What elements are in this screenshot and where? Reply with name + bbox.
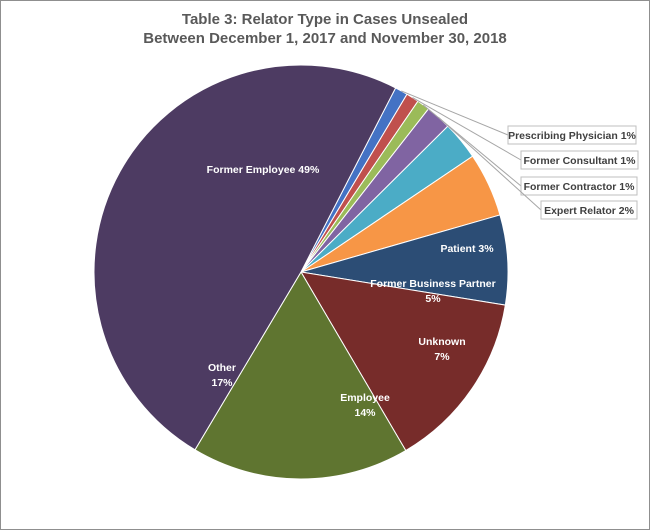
chart-subtitle: Between December 1, 2017 and November 30… xyxy=(143,30,507,47)
slice-label-patient: Patient 3% xyxy=(440,243,494,255)
callout-box-former-contractor xyxy=(520,176,638,196)
slice-label-employee: Employee 14% xyxy=(340,392,390,419)
slice-label-former-consultant: Former Consultant 1% xyxy=(523,155,636,167)
pie-slice-former-employee xyxy=(93,64,397,451)
callout-box-prescribing-physician xyxy=(507,125,637,145)
callout-box-former-consultant xyxy=(520,150,639,170)
slice-label-expert-relator: Expert Relator 2% xyxy=(544,205,635,217)
leader-line-prescribing-physician xyxy=(401,90,509,136)
leader-line-former-consultant xyxy=(412,97,522,161)
slice-label-unknown: Unknown 7% xyxy=(418,336,465,363)
slice-label-other: Other 17% xyxy=(208,362,236,389)
pie-slice-other xyxy=(194,271,407,480)
pie-slice-employee xyxy=(300,271,506,452)
slice-label-prescribing-physician: Prescribing Physician 1% xyxy=(508,130,636,142)
chart-title: Table 3: Relator Type in Cases Unsealed xyxy=(181,11,469,28)
slice-label-former-employee: Former Employee 49% xyxy=(207,164,320,176)
callout-box-expert-relator xyxy=(540,200,638,220)
slice-label-former-contractor: Former Contractor 1% xyxy=(524,181,636,193)
leader-line-expert-relator xyxy=(438,116,542,211)
slice-label-former-business-partner: Former Business Partner 5% xyxy=(370,278,495,305)
